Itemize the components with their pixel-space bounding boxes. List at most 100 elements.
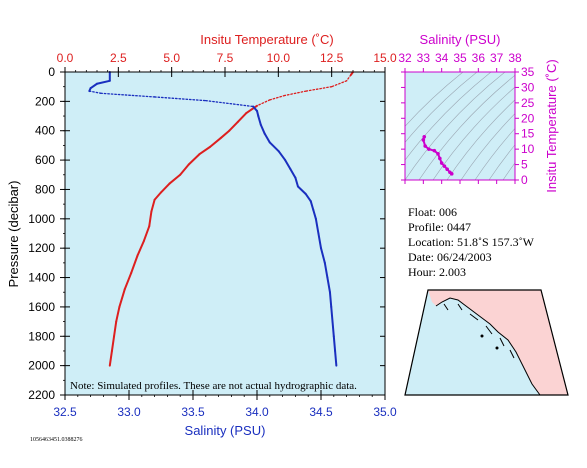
salinity-profile-segment xyxy=(332,335,337,352)
hour-text: Hour: 2.003 xyxy=(408,265,466,279)
location-text: Location: 51.8˚S 157.3˚W xyxy=(408,235,535,249)
inset-salinity-axis-title: Salinity (PSU) xyxy=(420,32,501,47)
inset-temperature-tick-label: 35 xyxy=(521,65,535,79)
salinity-profile-segment xyxy=(89,82,98,90)
pressure-tick-label: 0 xyxy=(48,65,55,79)
ts-segment xyxy=(433,149,439,155)
inset-temperature-tick-label: 15 xyxy=(521,127,535,141)
salinity-profile-segment xyxy=(309,200,315,212)
salinity-profile-segment xyxy=(294,176,299,188)
ts-segment xyxy=(424,145,430,150)
main-profile-chart: 0.0 2.5 5.0 7.5 10.0 12.5 15.0 32.5 33.0 33.5 34.… xyxy=(6,32,397,438)
salinity-profile-segment xyxy=(317,232,322,250)
inset-temperature-tick-label: 20 xyxy=(521,111,535,125)
ts-segment xyxy=(446,168,451,173)
map-islands xyxy=(443,303,515,359)
pressure-tick-label: 600 xyxy=(35,153,55,167)
density-isoline xyxy=(405,72,464,127)
temperature-profile-segment xyxy=(108,349,113,367)
temperature-profile-segment xyxy=(305,86,333,92)
salinity-profile-segment xyxy=(328,291,333,308)
density-isoline xyxy=(502,162,515,180)
inset-plot-frame xyxy=(404,71,516,181)
inset-series xyxy=(421,135,454,176)
temperature-tick-label: 5.0 xyxy=(163,51,180,65)
temperature-profile-segment xyxy=(228,120,239,132)
map-land xyxy=(428,290,568,395)
temperature-profile-segment xyxy=(331,80,348,88)
pressure-tick-label: 1000 xyxy=(28,212,55,226)
footer-identifier: 1056463451.0388276 xyxy=(30,437,83,443)
ts-segment xyxy=(422,139,427,147)
temperature-profile-segment xyxy=(198,145,212,156)
inset-salinity-tick-label: 37 xyxy=(490,51,504,65)
inset-salinity-tick-labels: 32 33 34 35 36 37 38 xyxy=(398,51,522,65)
temperature-profile-segment xyxy=(136,239,145,257)
inset-temperature-tick-label: 5 xyxy=(521,158,528,172)
temperature-profile-segment xyxy=(179,163,190,176)
temperature-axis-title: Insitu Temperature (˚C) xyxy=(200,32,333,47)
inset-salinity-tick-label: 36 xyxy=(472,51,486,65)
float-id-text: Float: 006 xyxy=(408,205,457,219)
salinity-tick-label: 34.5 xyxy=(309,405,333,419)
salinity-profile-segment xyxy=(96,79,111,85)
density-isoline xyxy=(405,72,492,161)
pressure-tick-label: 1200 xyxy=(28,241,55,255)
temperature-tick-label: 15.0 xyxy=(373,51,397,65)
density-isoline xyxy=(474,128,515,180)
pressure-tick-label: 1600 xyxy=(28,300,55,314)
inset-temperature-tick-label: 30 xyxy=(521,80,535,94)
temperature-profile-segment xyxy=(256,99,271,107)
pressure-tick-labels: 0 200 400 600 800 1000 1200 1400 1600 1800 2000 220… xyxy=(28,65,55,402)
main-series xyxy=(88,71,354,367)
temperature-tick-labels: 0.0 2.5 5.0 7.5 10.0 12.5 15.0 xyxy=(57,51,397,65)
temperature-profile-segment xyxy=(284,90,307,97)
density-isoline xyxy=(432,86,515,180)
location-map xyxy=(404,289,569,396)
salinity-tick-label: 35.0 xyxy=(373,405,397,419)
salinity-profile-segment xyxy=(326,276,331,294)
salinity-tick-label: 32.5 xyxy=(53,405,77,419)
pressure-tick-label: 800 xyxy=(35,182,55,196)
temperature-profile-segment xyxy=(219,129,231,140)
temperature-profile-segment xyxy=(142,225,151,242)
salinity-profile-segment xyxy=(153,96,207,102)
salinity-profile-segment xyxy=(284,159,292,170)
salinity-tick-labels: 32.5 33.0 33.5 34.0 34.5 35.0 xyxy=(53,405,397,419)
inset-salinity-tick-label: 33 xyxy=(417,51,431,65)
ts-segment xyxy=(428,148,435,152)
simulation-note: Note: Simulated profiles. These are not … xyxy=(70,380,357,392)
ts-segment xyxy=(449,171,453,175)
temperature-profile-segment xyxy=(245,104,258,115)
main-plot-frame xyxy=(64,71,386,396)
salinity-profile-segment xyxy=(257,115,262,126)
salinity-axis-title: Salinity (PSU) xyxy=(185,423,266,438)
salinity-profile-segment xyxy=(289,167,297,179)
salinity-profile-segment xyxy=(259,123,266,135)
inset-density-isolines xyxy=(405,72,515,180)
salinity-profile-segment xyxy=(314,217,320,235)
pressure-tick-label: 400 xyxy=(35,124,55,138)
temperature-profile-segment xyxy=(148,210,153,228)
salinity-profile-segment xyxy=(312,209,317,220)
temperature-profile-segment xyxy=(160,182,171,194)
salinity-profile-segment xyxy=(296,185,307,195)
temperature-profile-segment xyxy=(269,94,286,101)
ts-segment xyxy=(422,136,426,141)
density-isoline xyxy=(488,144,515,180)
salinity-profile-segment xyxy=(88,90,102,94)
inset-salinity-tick-label: 35 xyxy=(453,51,467,65)
date-text: Date: 06/24/2003 xyxy=(408,250,492,264)
temperature-profile-segment xyxy=(130,254,139,275)
temperature-profile-segment xyxy=(113,320,118,338)
temperature-tick-label: 7.5 xyxy=(217,51,234,65)
inset-temperature-tick-label: 10 xyxy=(521,142,535,156)
inset-axis-ticks xyxy=(401,68,519,184)
temperature-tick-label: 12.5 xyxy=(320,51,344,65)
ts-segment xyxy=(440,162,446,167)
temperature-profile-segment xyxy=(153,191,162,201)
temperature-tick-label: 10.0 xyxy=(267,51,291,65)
